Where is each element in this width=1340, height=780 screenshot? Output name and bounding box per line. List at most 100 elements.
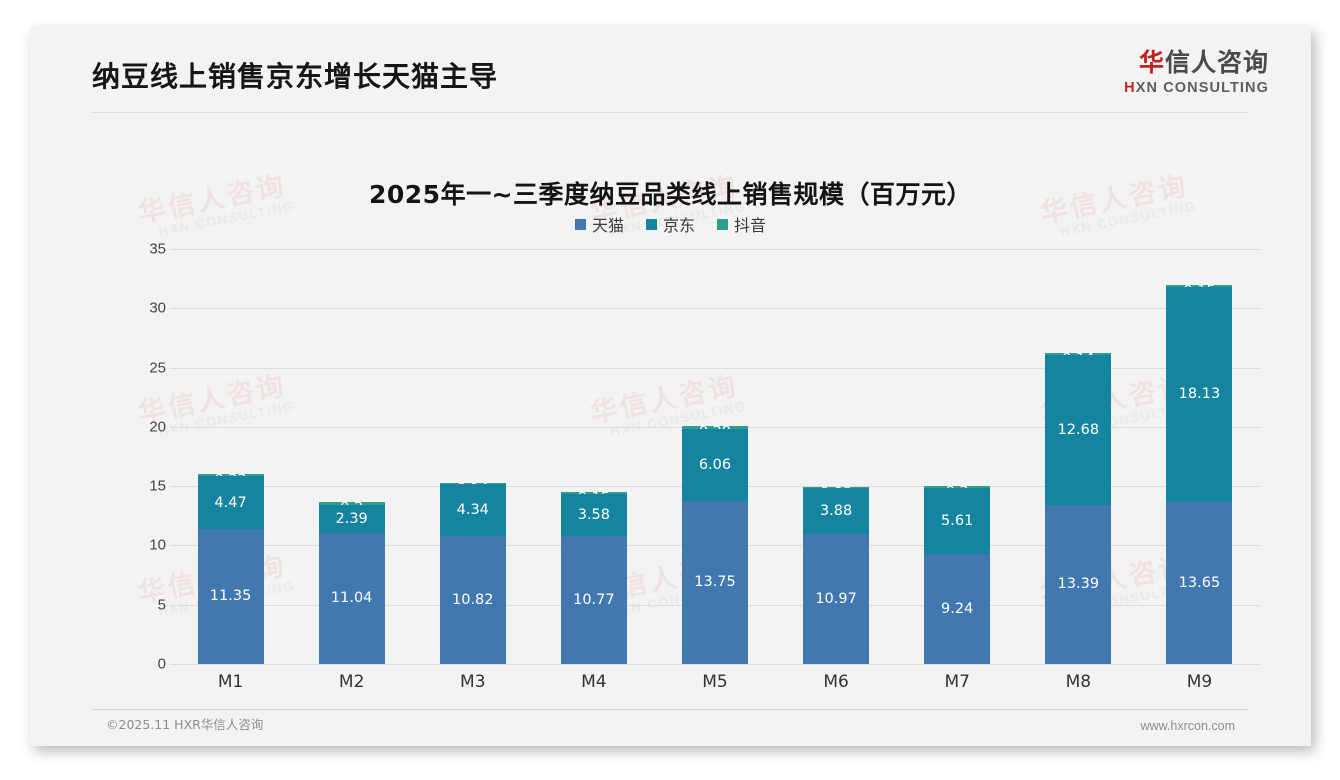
bar-segment[interactable]: 3.58 — [560, 493, 627, 537]
bar-segment[interactable]: 13.65 — [1166, 502, 1233, 664]
logo-en-rest: XN CONSULTING — [1135, 79, 1269, 96]
gridline — [170, 367, 1260, 369]
bar-group: 0.224.4711.350.22.3911.040.144.3410.820.… — [170, 249, 1260, 664]
footer-copyright: ©2025.11 HXR华信人咨询 — [106, 717, 264, 732]
chart-title: 2025年一~三季度纳豆品类线上销售规模（百万元） — [368, 180, 973, 209]
bar-segment[interactable]: 4.34 — [439, 484, 506, 536]
x-axis-tick-label: M8 — [1065, 672, 1092, 692]
bar-segment[interactable]: 4.47 — [197, 476, 264, 530]
bar-value-label: 5.61 — [941, 512, 974, 529]
bar-segment[interactable]: 11.04 — [318, 533, 385, 664]
legend-item[interactable]: 京东 — [645, 212, 695, 236]
slide-header: 纳豆线上销售京东增长天猫主导 华信人咨询 HXN CONSULTING — [30, 27, 1311, 109]
bar-segment[interactable]: 13.75 — [681, 500, 748, 664]
y-axis-tick-label: 0 — [157, 655, 166, 673]
bar-value-label: 3.88 — [819, 502, 853, 519]
bar-value-label: 18.13 — [1178, 386, 1221, 403]
bar-segment[interactable]: 6.06 — [681, 429, 748, 501]
bar-segment[interactable]: 10.82 — [439, 535, 506, 664]
bar-value-label: 13.75 — [694, 574, 736, 591]
bar-value-label: 11.04 — [330, 590, 373, 607]
logo-cn-rest: 信人咨询 — [1164, 48, 1269, 77]
y-axis-tick-label: 15 — [149, 477, 166, 495]
legend-label: 天猫 — [591, 216, 624, 235]
bar-value-label: 4.47 — [214, 494, 247, 511]
bar-segment[interactable]: 18.13 — [1166, 287, 1233, 503]
legend-item[interactable]: 天猫 — [574, 212, 624, 236]
bar-column[interactable]: 0.25.619.24 — [897, 249, 1018, 664]
bar-value-label: 9.24 — [941, 600, 974, 617]
bar-value-label: 12.68 — [1057, 421, 1100, 438]
bar-segment[interactable]: 5.61 — [924, 487, 991, 555]
header-divider — [92, 112, 1249, 113]
x-axis-tick-label: M2 — [338, 672, 365, 692]
bar-segment[interactable]: 13.39 — [1045, 505, 1112, 664]
legend-swatch-icon — [574, 218, 586, 230]
bar-segment[interactable]: 11.35 — [197, 529, 264, 664]
bar-segment[interactable]: 2.39 — [318, 504, 385, 534]
bar-value-label: 10.77 — [573, 591, 615, 608]
footer-divider — [92, 709, 1249, 710]
y-axis-tick-label: 5 — [157, 596, 166, 614]
y-axis-tick-label: 35 — [149, 240, 166, 258]
y-axis-tick-label: 20 — [149, 418, 166, 436]
x-axis-tick-label: M5 — [702, 672, 728, 692]
bar-value-label: 3.58 — [577, 506, 611, 523]
x-axis-tick-label: M4 — [581, 672, 607, 692]
logo-en-accent: H — [1124, 79, 1136, 96]
bar-value-label: 10.97 — [815, 590, 857, 607]
bar-segment[interactable]: 3.88 — [803, 487, 870, 534]
bar-segment[interactable]: 10.77 — [560, 536, 627, 664]
slide-card: 华信人咨询 HXN CONSULTING 华信人咨询 HXN CONSULTING 华信… — [30, 27, 1311, 746]
company-logo: 华信人咨询 HXN CONSULTING — [1124, 48, 1269, 96]
y-axis-tick-label: 25 — [149, 359, 166, 377]
page-title: 纳豆线上销售京东增长天猫主导 — [92, 60, 499, 93]
bar-value-label: 2.39 — [335, 510, 368, 527]
gridline — [170, 308, 1260, 310]
footer-website[interactable]: www.hxrcon.com — [1140, 719, 1235, 733]
x-axis-labels: M1 M2 M3 M4 M5 M6 M7 M8 M9 — [170, 672, 1260, 702]
legend-label: 抖音 — [734, 216, 767, 235]
y-axis-tick-label: 10 — [149, 536, 166, 554]
bar-value-label: 10.82 — [452, 591, 494, 608]
logo-english-name: HXN CONSULTING — [1124, 80, 1269, 96]
bar-segment[interactable]: 12.68 — [1045, 354, 1112, 506]
x-axis-tick-label: M9 — [1186, 672, 1213, 692]
x-axis-tick-label: M6 — [823, 672, 849, 692]
chart-legend: 天猫 京东 抖音 — [30, 212, 1311, 236]
y-axis-tick-label: 30 — [149, 299, 166, 317]
bar-segment[interactable]: 10.97 — [803, 533, 870, 664]
x-axis-tick-label: M3 — [460, 672, 486, 692]
legend-item[interactable]: 抖音 — [717, 212, 766, 236]
stacked-bar[interactable]: 0.25.619.24 — [924, 485, 991, 664]
bar-segment[interactable]: 9.24 — [924, 554, 991, 664]
x-axis-tick-label: M1 — [217, 672, 244, 692]
legend-label: 京东 — [662, 216, 695, 235]
gridline — [170, 664, 1260, 665]
logo-cn-accent: 华 — [1138, 48, 1165, 77]
logo-chinese-name: 华信人咨询 — [1124, 48, 1269, 78]
bar-value-label: 13.39 — [1057, 576, 1100, 593]
legend-swatch-icon — [717, 218, 728, 230]
gridline — [170, 249, 1260, 250]
bar-value-label: 13.65 — [1178, 574, 1221, 591]
legend-swatch-icon — [645, 218, 657, 230]
bar-value-label: 11.35 — [209, 588, 252, 605]
